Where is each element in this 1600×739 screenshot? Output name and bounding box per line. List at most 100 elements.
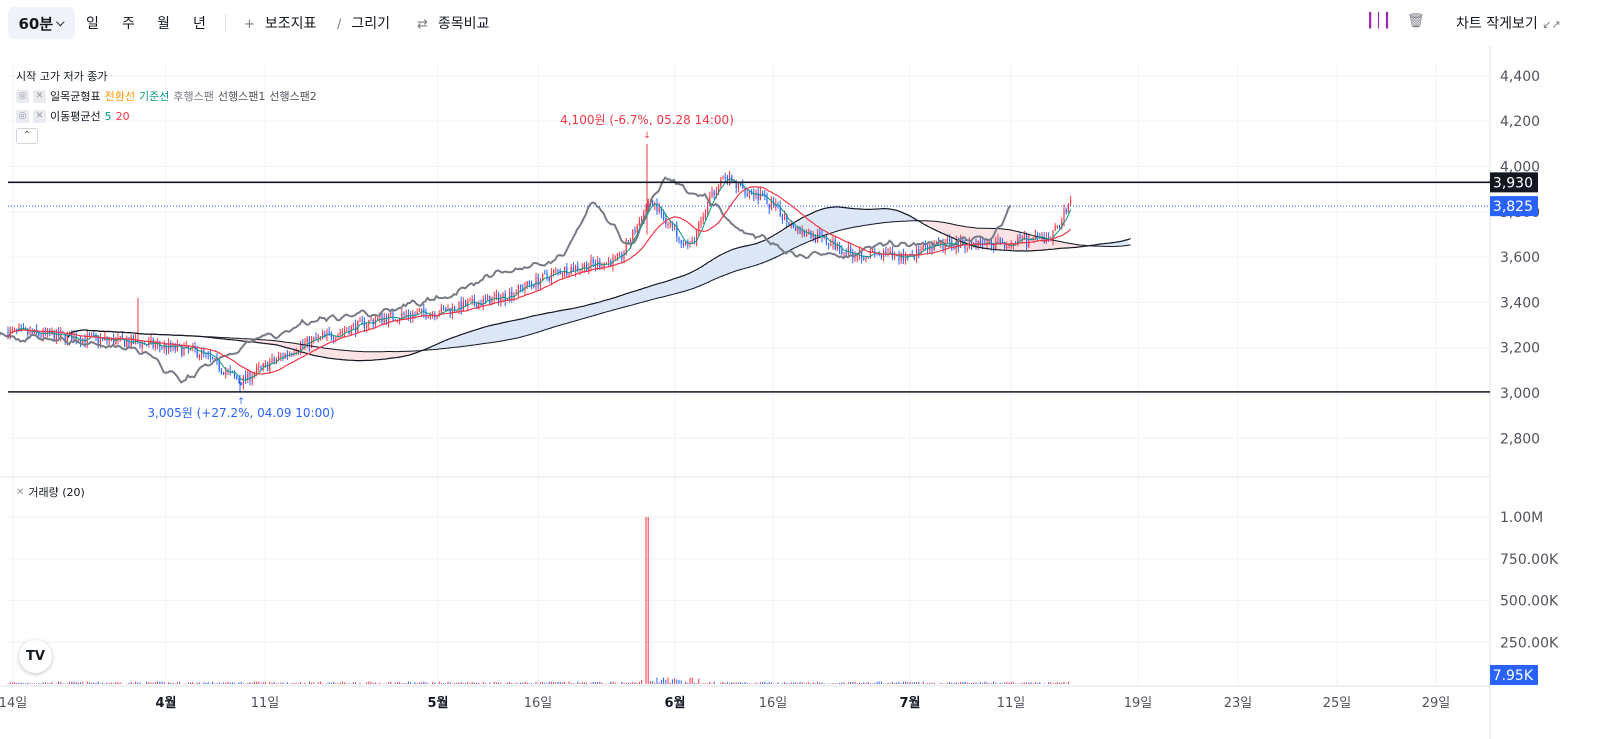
candle-body (456, 311, 458, 313)
time-tick: 19일 (1124, 696, 1153, 711)
close-icon[interactable]: ✕ (16, 486, 25, 498)
plus-icon: + (244, 17, 255, 32)
cloud-segment (802, 217, 808, 245)
candle-body (352, 324, 354, 327)
candle-body (410, 316, 412, 318)
eye-hidden-icon[interactable]: ◎ (16, 109, 29, 123)
candle-body (390, 312, 392, 314)
candle-body (443, 306, 445, 309)
indicators-button[interactable]: + 보조지표 (244, 13, 316, 33)
cloud-segment (574, 308, 579, 322)
candle-body (495, 293, 497, 298)
cloud-segment (939, 221, 944, 232)
candle-body (311, 338, 313, 347)
ichimoku-base: 기준선 (138, 90, 170, 103)
period-day[interactable]: 일 (86, 16, 99, 32)
cloud-segment (393, 351, 399, 358)
candle-style-icon[interactable]: ┃│┃ (1366, 13, 1392, 29)
cloud-segment (1102, 243, 1107, 247)
candle-body (29, 331, 31, 335)
time-tick: 5월 (427, 695, 448, 711)
candle-body (157, 343, 159, 345)
candle-body (599, 260, 601, 268)
candle-body (381, 314, 383, 323)
candle-body (691, 241, 693, 244)
cloud-segment (1009, 229, 1015, 251)
candle-body (502, 293, 504, 298)
candle-body (269, 362, 271, 371)
candle-body (370, 319, 372, 321)
interval-label: 60분 (18, 14, 54, 33)
period-year[interactable]: 년 (193, 16, 206, 32)
candle-body (86, 334, 88, 343)
candle-body (476, 304, 478, 309)
candle-body (271, 358, 273, 363)
candle-body (671, 223, 673, 227)
cloud-segment (1053, 240, 1059, 250)
tradingview-logo[interactable]: TV (19, 640, 52, 673)
chart-area[interactable]: 4,100원 (-6.7%, 05.28 14:00) ↓ 3,005원 (+27.… (0, 46, 1600, 739)
cloud-segment (719, 255, 724, 278)
cloud-segment (358, 351, 363, 361)
close-icon[interactable]: ✕ (33, 109, 46, 123)
ma5-line (7, 178, 1072, 381)
cloud-segment (1115, 242, 1120, 247)
cloud-segment (508, 321, 513, 340)
trash-icon[interactable]: 🗑︎ (1407, 13, 1425, 29)
candle-body (645, 209, 647, 213)
drawing-button[interactable]: ∕ 그리기 (337, 13, 390, 33)
candle-body (660, 207, 662, 215)
candle-body (693, 241, 695, 243)
cloud-segment (1049, 239, 1054, 250)
indicators-label: 보조지표 (264, 16, 317, 32)
cloud-segment (380, 351, 385, 360)
candle-body (247, 371, 249, 380)
candle-body (801, 230, 803, 234)
close-icon[interactable]: ✕ (33, 89, 46, 103)
candle-body (748, 191, 750, 195)
cloud-segment (842, 207, 847, 230)
candle-body (579, 269, 581, 271)
compare-button[interactable]: ⇄ 종목비교 (417, 13, 489, 33)
candle-body (742, 184, 744, 189)
time-tick: 23일 (1224, 696, 1253, 711)
candle-body (223, 372, 225, 375)
cloud-segment (838, 206, 843, 231)
cloud-segment (512, 320, 517, 339)
cloud-segment (468, 332, 473, 346)
interval-dropdown[interactable]: 60분 ⌵ (8, 7, 75, 39)
cloud-segment (560, 310, 566, 325)
candle-body (91, 334, 93, 336)
cloud-segment (283, 341, 289, 347)
period-week[interactable]: 주 (122, 16, 135, 32)
legend-collapse-button[interactable]: ⌃ (16, 128, 38, 144)
compact-view-button[interactable]: 차트 작게보기 ↙↗ (1456, 13, 1561, 33)
candle-body (737, 181, 739, 189)
period-month[interactable]: 월 (157, 16, 170, 32)
cloud-segment (459, 335, 465, 347)
cloud-segment (1093, 245, 1098, 246)
cloud-segment (547, 312, 553, 329)
candle-body (423, 308, 425, 313)
candle-body (753, 193, 755, 196)
candle-body (132, 336, 134, 344)
candle-body (839, 245, 841, 250)
candle-body (784, 214, 786, 220)
candle-body (366, 325, 368, 328)
candle-body (253, 373, 255, 378)
cloud-segment (688, 273, 693, 290)
candle-body (240, 382, 242, 386)
cloud-segment (340, 349, 346, 360)
candle-body (1061, 222, 1063, 228)
candle-body (31, 331, 33, 334)
candle-body (218, 359, 220, 370)
cloud-segment (288, 342, 293, 349)
eye-hidden-icon[interactable]: ◎ (16, 89, 29, 103)
candle-body (137, 339, 139, 343)
chart-canvas[interactable]: 4,100원 (-6.7%, 05.28 14:00) ↓ 3,005원 (+27.… (0, 46, 1600, 739)
logo-text: TV (26, 649, 45, 664)
cloud-segment (261, 339, 267, 344)
cloud-segment (833, 207, 839, 233)
candle-body (957, 241, 959, 248)
candle-body (201, 349, 203, 355)
